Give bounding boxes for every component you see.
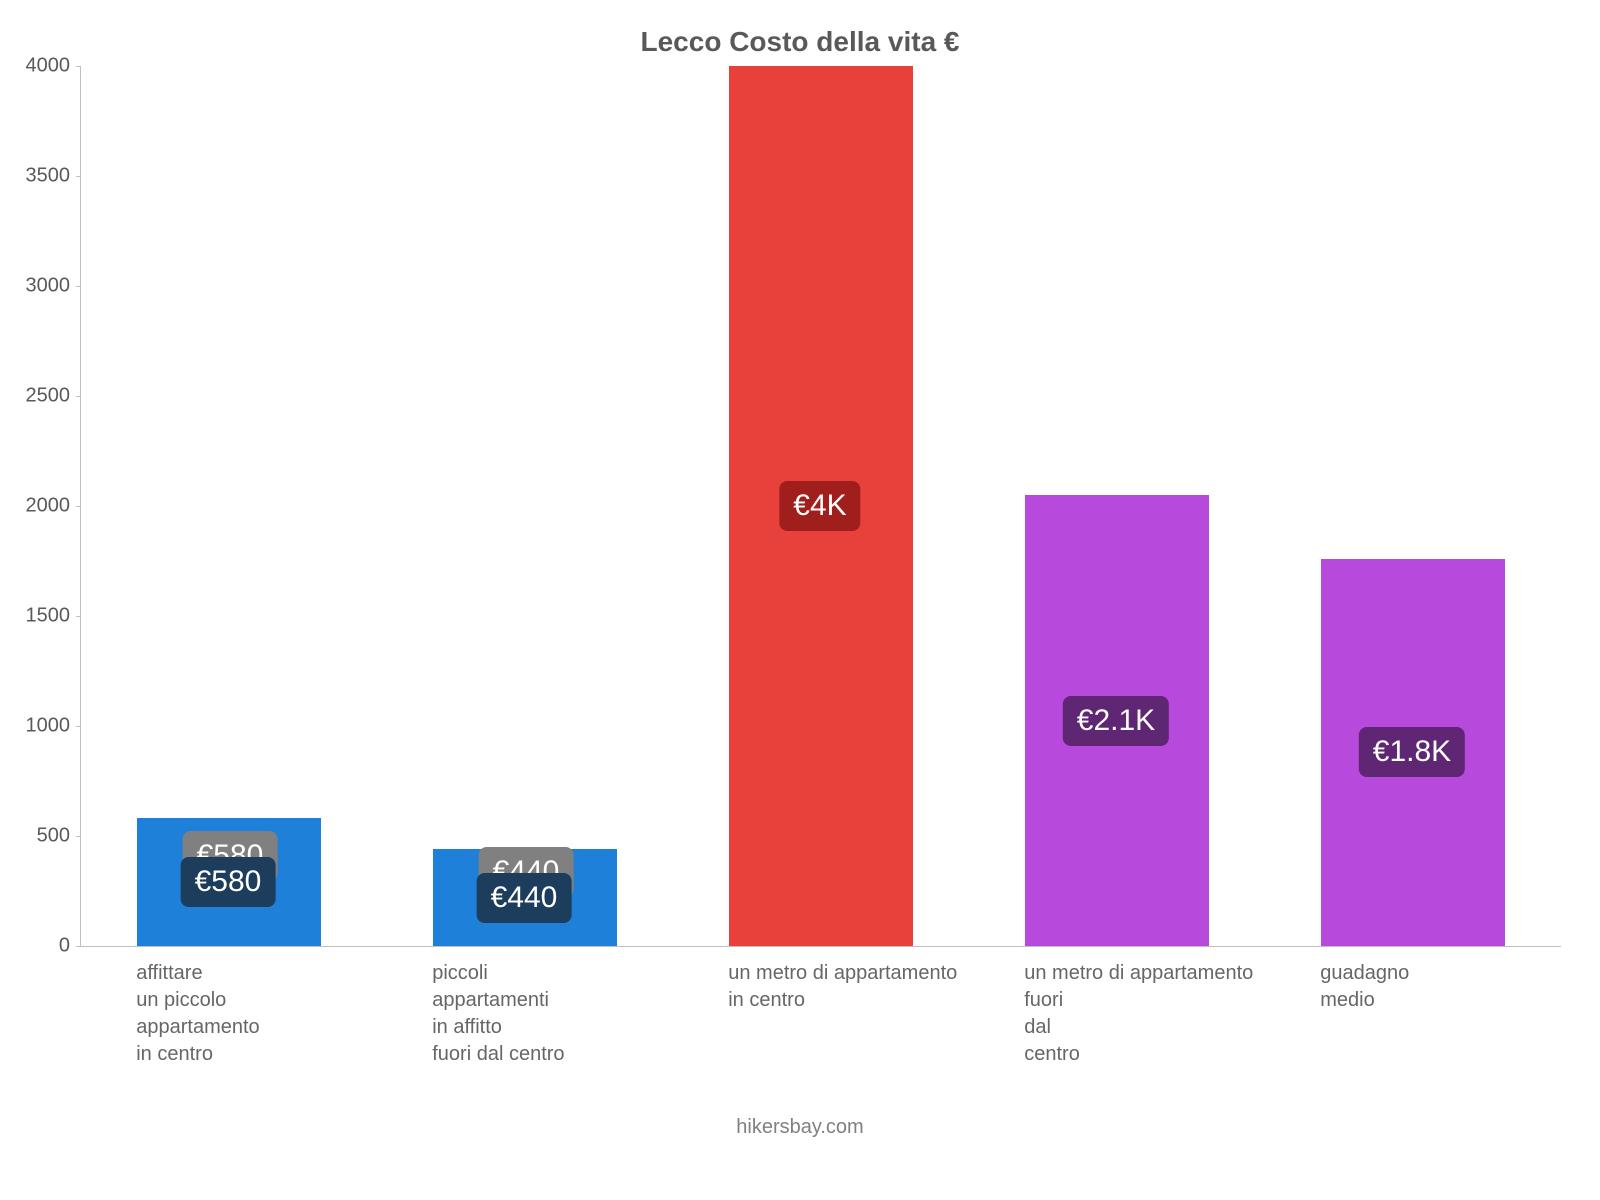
y-tick-mark: [76, 726, 80, 727]
y-tick-mark: [76, 286, 80, 287]
y-tick-mark: [76, 836, 80, 837]
bar-value-label: €440: [477, 873, 572, 923]
y-tick-label: 2500: [0, 385, 70, 408]
y-tick-mark: [76, 946, 80, 947]
y-tick-label: 4000: [0, 55, 70, 78]
bar-value-label: €1.8K: [1359, 727, 1465, 777]
y-tick-mark: [76, 506, 80, 507]
y-tick-mark: [76, 176, 80, 177]
bar-value-label: €580: [181, 857, 276, 907]
attribution-text: hikersbay.com: [0, 1116, 1600, 1139]
x-tick-label: piccoli appartamenti in affitto fuori da…: [432, 960, 564, 1068]
x-tick-label: un metro di appartamento fuori dal centr…: [1024, 960, 1253, 1068]
y-tick-label: 0: [0, 935, 70, 958]
y-tick-mark: [76, 396, 80, 397]
bar-value-label: €4K: [779, 481, 860, 531]
y-tick-label: 1000: [0, 715, 70, 738]
x-tick-label: affittare un piccolo appartamento in cen…: [136, 960, 259, 1068]
bar-value-label: €2.1K: [1063, 696, 1169, 746]
x-tick-label: un metro di appartamento in centro: [728, 960, 957, 1014]
cost-of-living-bar-chart: Lecco Costo della vita € hikersbay.com 0…: [0, 0, 1600, 1200]
y-tick-label: 500: [0, 825, 70, 848]
chart-title: Lecco Costo della vita €: [0, 26, 1600, 58]
y-tick-mark: [76, 66, 80, 67]
y-tick-label: 1500: [0, 605, 70, 628]
x-tick-label: guadagno medio: [1320, 960, 1409, 1014]
y-tick-label: 3000: [0, 275, 70, 298]
y-tick-label: 2000: [0, 495, 70, 518]
y-tick-mark: [76, 616, 80, 617]
y-tick-label: 3500: [0, 165, 70, 188]
